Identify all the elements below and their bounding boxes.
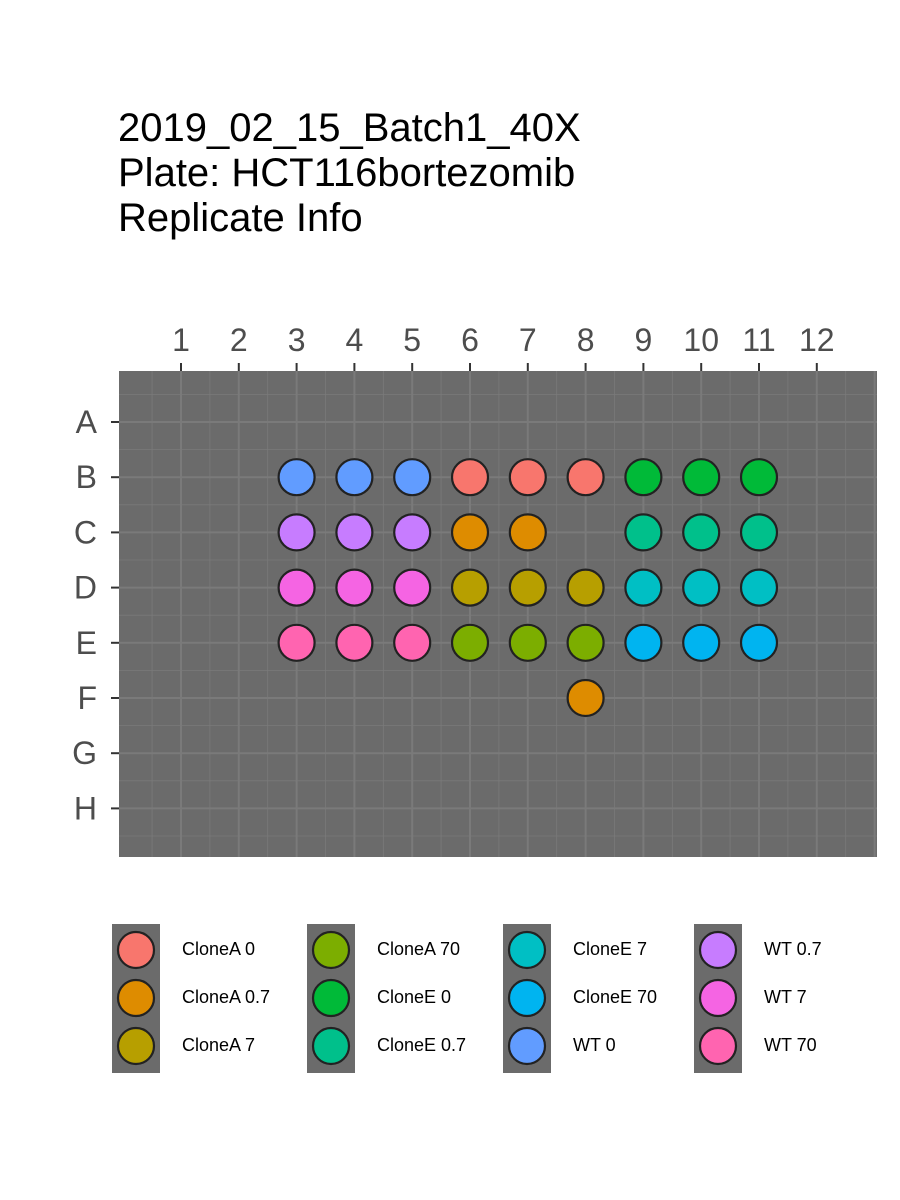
x-tick-label: 2 (230, 322, 248, 358)
y-tick-label: G (72, 735, 97, 771)
legend-entry-label: WT 0 (573, 1035, 616, 1055)
legend-entry-label: CloneA 0 (182, 939, 256, 959)
y-tick-label: D (74, 570, 97, 606)
x-tick-label: 12 (799, 322, 835, 358)
well-point (566, 458, 605, 497)
x-tick-label: 6 (461, 322, 479, 358)
x-tick-label: 4 (346, 322, 364, 358)
well-point (624, 458, 663, 497)
well-point (450, 458, 490, 497)
legend-symbol (698, 978, 738, 1018)
legend-symbol (311, 930, 351, 970)
legend-symbol (698, 1026, 738, 1066)
x-tick-label: 5 (403, 322, 421, 358)
title-line-3: Replicate Info (118, 196, 363, 240)
legend-entry-label: WT 7 (764, 987, 807, 1007)
legend-symbol (311, 1026, 351, 1066)
legend-entry-label: CloneE 70 (573, 987, 658, 1007)
well-point (335, 568, 374, 607)
well-point (508, 623, 547, 662)
well-point (393, 568, 432, 607)
x-tick-label: 11 (742, 322, 775, 358)
x-tick-label: 10 (683, 322, 719, 358)
x-tick-label: 1 (172, 322, 190, 358)
plot-panel (119, 371, 877, 857)
well-point (393, 623, 432, 662)
legend-symbol (116, 978, 156, 1018)
legend-entry-label: WT 0.7 (764, 939, 822, 959)
well-point (739, 568, 779, 607)
well-point (335, 623, 374, 662)
well-point (566, 678, 605, 718)
legend-entry-label: CloneE 7 (573, 939, 648, 959)
x-tick-label: 7 (519, 322, 537, 358)
y-tick-label: E (76, 625, 97, 661)
well-point (277, 458, 316, 497)
well-point (277, 513, 316, 552)
well-point (508, 568, 547, 607)
legend-symbol (507, 978, 547, 1018)
legend-entry-label: CloneA 0.7 (182, 987, 271, 1007)
legend-symbol (698, 930, 738, 970)
legend-symbol (507, 930, 547, 970)
y-tick-label: H (74, 790, 97, 826)
y-tick-label: A (76, 404, 98, 440)
well-point (739, 623, 779, 662)
legend-entry-label: CloneE 0.7 (377, 1035, 467, 1055)
well-point (624, 568, 663, 607)
well-point (393, 513, 432, 552)
well-point (682, 458, 721, 497)
well-point (682, 568, 721, 607)
legend-symbol (116, 1026, 156, 1066)
well-point (277, 623, 316, 662)
legend-entry-label: CloneE 0 (377, 987, 452, 1007)
well-point (277, 568, 316, 607)
legend-symbol (116, 930, 156, 970)
legend-symbol (507, 1026, 547, 1066)
x-tick-label: 9 (635, 322, 653, 358)
well-point (450, 513, 490, 552)
x-tick-label: 8 (577, 322, 595, 358)
well-point (566, 623, 605, 662)
well-point (624, 513, 663, 552)
x-tick-label: 3 (288, 322, 306, 358)
well-point (739, 513, 779, 552)
well-point (335, 458, 374, 497)
legend-entry-label: CloneA 70 (377, 939, 461, 959)
y-tick-label: F (77, 680, 97, 716)
legend-entry-label: WT 70 (764, 1035, 817, 1055)
well-point (566, 568, 605, 607)
well-point (508, 458, 547, 497)
title-line-1: 2019_02_15_Batch1_40X (118, 106, 581, 150)
legend-entry-label: CloneA 7 (182, 1035, 256, 1055)
title-line-2: Plate: HCT116bortezomib (118, 151, 576, 195)
well-point (450, 623, 490, 662)
y-tick-label: C (74, 514, 97, 550)
y-tick-label: B (76, 459, 97, 495)
well-point (508, 513, 547, 552)
well-point (624, 623, 663, 662)
well-point (393, 458, 432, 497)
plot-title: 2019_02_15_Batch1_40X Plate: HCT116borte… (118, 106, 581, 241)
well-point (682, 513, 721, 552)
well-point (450, 568, 490, 607)
well-point (682, 623, 721, 662)
well-point (739, 458, 779, 497)
legend-symbol (311, 978, 351, 1018)
well-point (335, 513, 374, 552)
